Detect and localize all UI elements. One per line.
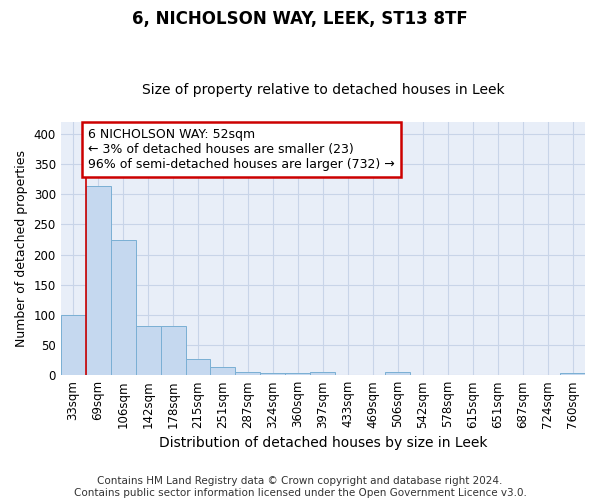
Bar [235, 372, 260, 375]
Bar [161, 326, 185, 375]
Bar [385, 372, 410, 375]
Bar [61, 316, 86, 375]
Bar [286, 373, 310, 375]
Text: 6 NICHOLSON WAY: 52sqm
← 3% of detached houses are smaller (23)
96% of semi-deta: 6 NICHOLSON WAY: 52sqm ← 3% of detached … [88, 128, 395, 171]
X-axis label: Distribution of detached houses by size in Leek: Distribution of detached houses by size … [158, 436, 487, 450]
Bar [110, 240, 136, 375]
Y-axis label: Number of detached properties: Number of detached properties [15, 150, 28, 347]
Bar [310, 372, 335, 375]
Bar [86, 186, 110, 375]
Bar [560, 374, 585, 375]
Bar [211, 366, 235, 375]
Bar [260, 373, 286, 375]
Text: Contains HM Land Registry data © Crown copyright and database right 2024.
Contai: Contains HM Land Registry data © Crown c… [74, 476, 526, 498]
Bar [136, 326, 161, 375]
Text: 6, NICHOLSON WAY, LEEK, ST13 8TF: 6, NICHOLSON WAY, LEEK, ST13 8TF [132, 10, 468, 28]
Bar [185, 360, 211, 375]
Title: Size of property relative to detached houses in Leek: Size of property relative to detached ho… [142, 83, 504, 97]
